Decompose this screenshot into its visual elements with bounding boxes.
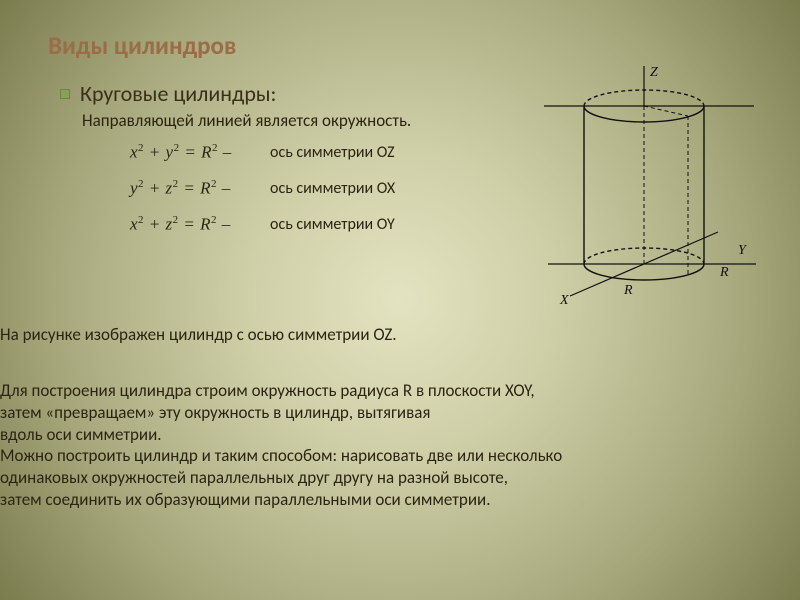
equation-math: y2 + z2 = R2 –	[130, 178, 270, 199]
equations-block: x2 + y2 = R2 – ось симметрии OZ y2 + z2 …	[130, 138, 395, 246]
axis-y-label: Y	[738, 243, 748, 258]
cylinder-diagram: Z X Y R R	[524, 78, 764, 308]
body-line: вдоль оси симметрии.	[0, 424, 800, 446]
subtitle-row: Круговые цилиндры:	[60, 80, 276, 107]
equation-label: ось симметрии OY	[270, 215, 395, 234]
equation-row: x2 + z2 = R2 – ось симметрии OY	[130, 210, 395, 238]
axis-z-label: Z	[650, 65, 658, 80]
body-line: одинаковых окружностей параллельных друг…	[0, 467, 800, 489]
subtitle-description: Направляющей линией является окружность.	[82, 110, 411, 131]
page-title: Виды цилиндров	[48, 30, 236, 61]
body-line: затем соединить их образующими параллель…	[0, 489, 800, 511]
slide: Виды цилиндров Круговые цилиндры: Направ…	[0, 0, 800, 600]
body-line: затем «превращаем» эту окружность в цили…	[0, 402, 800, 424]
radius-label-bottom: R	[623, 283, 633, 298]
equation-label: ось симметрии OX	[270, 179, 395, 198]
subtitle: Круговые цилиндры:	[80, 80, 276, 107]
equation-label: ось симметрии OZ	[270, 143, 395, 162]
body-line: Для построения цилиндра строим окружност…	[0, 380, 800, 402]
equation-row: y2 + z2 = R2 – ось симметрии OX	[130, 174, 395, 202]
body-line: Можно построить цилиндр и таким способом…	[0, 445, 800, 467]
diagram-caption: На рисунке изображен цилиндр с осью симм…	[0, 324, 397, 345]
axis-x-label: X	[559, 293, 569, 308]
bullet-square-icon	[60, 89, 70, 99]
equation-row: x2 + y2 = R2 – ось симметрии OZ	[130, 138, 395, 166]
body-text: Для построения цилиндра строим окружност…	[0, 380, 800, 511]
radius-label-right: R	[719, 265, 729, 280]
equation-math: x2 + z2 = R2 –	[130, 214, 270, 235]
equation-math: x2 + y2 = R2 –	[130, 142, 270, 163]
